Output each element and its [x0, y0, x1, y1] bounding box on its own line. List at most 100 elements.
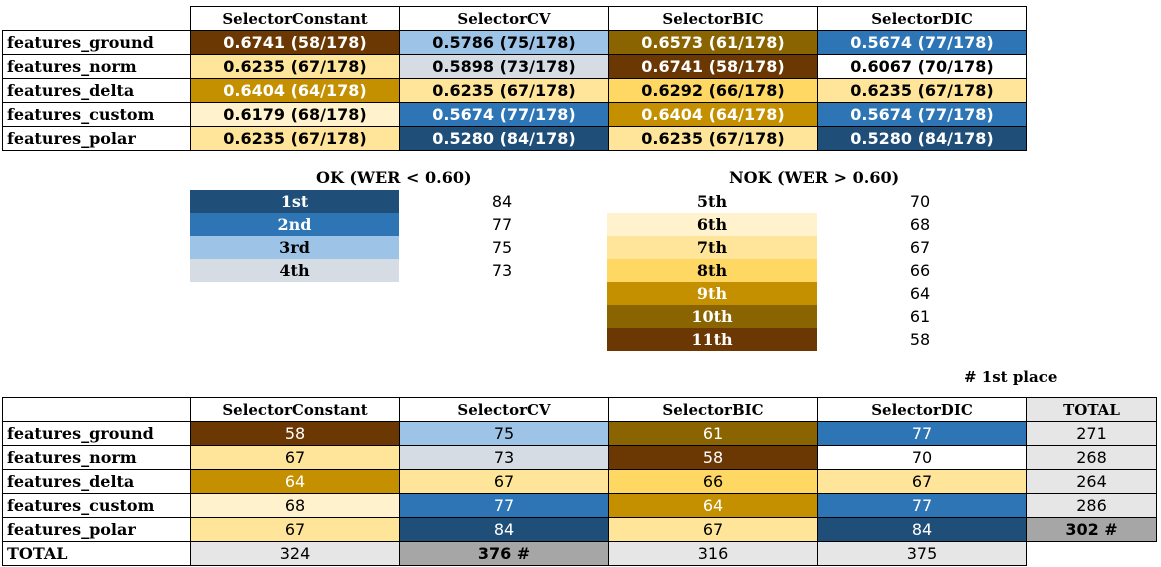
count-cell: 73 — [399, 445, 609, 470]
total-cell: 264 — [1026, 469, 1157, 494]
score-cell: 0.6235 (67/178) — [190, 126, 400, 151]
row-label: features_polar — [2, 126, 191, 151]
count-cell: 61 — [608, 421, 818, 446]
legend-nok-swatch: 6th — [607, 213, 817, 236]
score-cell: 0.6235 (67/178) — [190, 54, 400, 79]
table-row: features_polar 0.6235 (67/178) 0.5280 (8… — [2, 126, 1027, 151]
row-label: features_ground — [2, 421, 191, 446]
score-cell: 0.6292 (66/178) — [608, 78, 818, 103]
row-label: features_delta — [2, 469, 191, 494]
total-cell: 286 — [1026, 493, 1157, 518]
score-cell: 0.6573 (61/178) — [608, 30, 818, 55]
legend-nok-swatch: 5th — [607, 190, 817, 213]
legend-ok-count: 84 — [491, 192, 513, 211]
col-header: SelectorDIC — [817, 6, 1027, 31]
first-place-note: # 1st place — [964, 368, 1058, 386]
count-cell: 84 — [399, 517, 609, 542]
row-label: features_norm — [2, 445, 191, 470]
count-cell: 67 — [190, 445, 400, 470]
row-label: features_custom — [2, 493, 191, 518]
col-header: SelectorBIC — [608, 6, 818, 31]
count-cell: 67 — [190, 517, 400, 542]
total-cell: 376 # — [399, 541, 609, 566]
total-cell: 268 — [1026, 445, 1157, 470]
score-cell: 0.5280 (84/178) — [399, 126, 609, 151]
legend-nok-title: NOK (WER > 0.60) — [729, 168, 900, 187]
row-label: features_delta — [2, 78, 191, 103]
table-row: features_ground 58 75 61 77 271 — [2, 421, 1157, 446]
legend-nok-count: 68 — [909, 215, 931, 234]
legend-nok-count: 61 — [909, 307, 931, 326]
legend-ok-count: 75 — [491, 238, 513, 257]
table-row: features_custom 68 77 64 77 286 — [2, 493, 1157, 518]
count-cell: 64 — [190, 469, 400, 494]
table-row: features_ground 0.6741 (58/178) 0.5786 (… — [2, 30, 1027, 55]
count-cell: 77 — [817, 421, 1027, 446]
total-cell: 316 — [608, 541, 818, 566]
row-label: features_custom — [2, 102, 191, 127]
score-cell: 0.5786 (75/178) — [399, 30, 609, 55]
total-cell: 271 — [1026, 421, 1157, 446]
col-header: SelectorCV — [399, 6, 609, 31]
row-label: TOTAL — [2, 541, 191, 566]
score-cell: 0.5674 (77/178) — [399, 102, 609, 127]
legend-ok-count: 73 — [491, 261, 513, 280]
score-cell: 0.5898 (73/178) — [399, 54, 609, 79]
score-cell: 0.5280 (84/178) — [817, 126, 1027, 151]
table-row: features_norm 0.6235 (67/178) 0.5898 (73… — [2, 54, 1027, 79]
score-cell: 0.6235 (67/178) — [399, 78, 609, 103]
header-row: SelectorConstant SelectorCV SelectorBIC … — [3, 6, 1027, 31]
score-cell: 0.6741 (58/178) — [608, 54, 818, 79]
total-cell: 324 — [190, 541, 400, 566]
col-header: SelectorConstant — [190, 397, 400, 422]
score-cell: 0.6179 (68/178) — [190, 102, 400, 127]
legend-ok-count: 77 — [491, 215, 513, 234]
legend-ok-swatch: 2nd — [190, 213, 399, 236]
legend-ok-swatch: 1st — [190, 190, 399, 213]
wer-table: SelectorConstant SelectorCV SelectorBIC … — [2, 6, 1027, 151]
row-label: features_norm — [2, 54, 191, 79]
col-header: SelectorConstant — [190, 6, 400, 31]
table-row: features_polar 67 84 67 84 302 # — [2, 517, 1157, 542]
count-table: SelectorConstant SelectorCV SelectorBIC … — [2, 397, 1157, 566]
legend-nok-swatch: 8th — [607, 259, 817, 282]
legend-nok-count: 70 — [909, 192, 931, 211]
count-cell: 77 — [399, 493, 609, 518]
count-cell: 77 — [817, 493, 1027, 518]
col-header: TOTAL — [1026, 397, 1157, 422]
legend-ok-swatch: 3rd — [190, 236, 399, 259]
total-row: TOTAL 324 376 # 316 375 — [2, 541, 1157, 566]
count-cell: 58 — [608, 445, 818, 470]
count-cell: 70 — [817, 445, 1027, 470]
col-header: SelectorDIC — [817, 397, 1027, 422]
legend-nok-swatch: 7th — [607, 236, 817, 259]
legend-nok-swatch: 9th — [607, 282, 817, 305]
score-cell: 0.6741 (58/178) — [190, 30, 400, 55]
legend-nok-swatch: 10th — [607, 305, 817, 328]
row-label: features_polar — [2, 517, 191, 542]
score-cell: 0.6404 (64/178) — [190, 78, 400, 103]
score-cell: 0.6235 (67/178) — [817, 78, 1027, 103]
score-cell: 0.5674 (77/178) — [817, 102, 1027, 127]
table-row: features_custom 0.6179 (68/178) 0.5674 (… — [2, 102, 1027, 127]
score-cell: 0.6235 (67/178) — [608, 126, 818, 151]
count-cell: 75 — [399, 421, 609, 446]
legend-nok-count: 64 — [909, 284, 931, 303]
header-row: SelectorConstant SelectorCV SelectorBIC … — [2, 397, 1157, 422]
total-cell: 375 — [817, 541, 1027, 566]
table-row: features_delta 0.6404 (64/178) 0.6235 (6… — [2, 78, 1027, 103]
count-cell: 68 — [190, 493, 400, 518]
score-cell: 0.5674 (77/178) — [817, 30, 1027, 55]
row-label: features_ground — [2, 30, 191, 55]
table-row: features_delta 64 67 66 67 264 — [2, 469, 1157, 494]
count-cell: 58 — [190, 421, 400, 446]
count-cell: 67 — [817, 469, 1027, 494]
empty-cell — [1027, 542, 1157, 566]
corner-cell — [3, 7, 191, 31]
legend-nok-count: 67 — [909, 238, 931, 257]
col-header: SelectorCV — [399, 397, 609, 422]
score-cell: 0.6067 (70/178) — [817, 54, 1027, 79]
legend-nok-count: 58 — [909, 330, 931, 349]
total-cell: 302 # — [1026, 517, 1157, 542]
legend-ok-title: OK (WER < 0.60) — [316, 168, 472, 187]
